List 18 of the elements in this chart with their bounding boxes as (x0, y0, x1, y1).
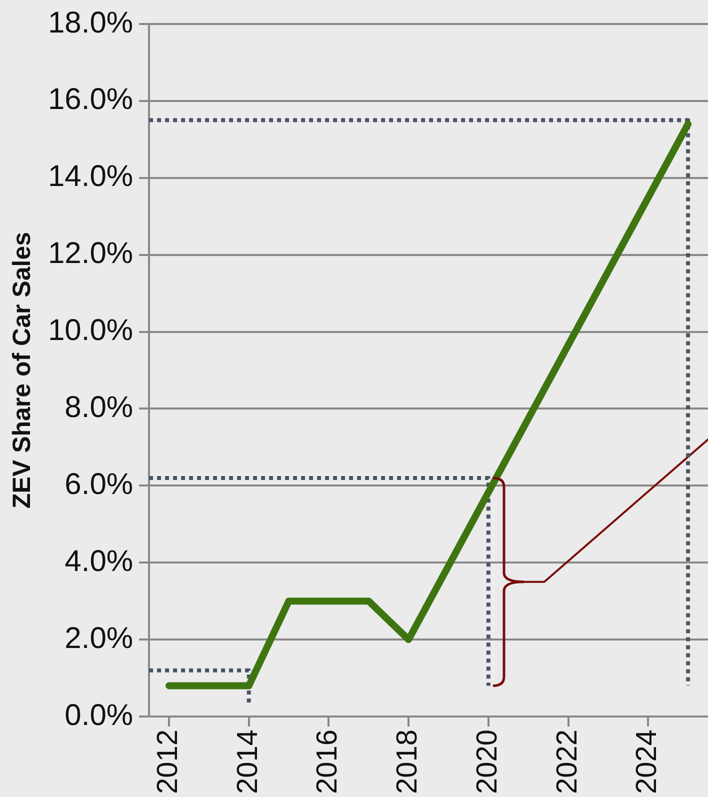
x-tick-label: 2016 (312, 729, 344, 794)
y-tick-label: 16.0% (48, 83, 134, 116)
y-tick-label: 8.0% (64, 390, 134, 424)
y-tick-label: 10.0% (48, 314, 134, 348)
x-tick-label: 2012 (152, 729, 184, 794)
x-tick-label: 2020 (471, 729, 504, 794)
y-axis-title: ZEV Share of Car Sales (8, 232, 36, 508)
y-tick-label: 14.0% (48, 160, 134, 194)
y-tick-label: 18.0% (48, 6, 134, 40)
x-tick-label: 2014 (232, 729, 264, 794)
x-tick-label: 2018 (392, 729, 424, 794)
y-tick-label: 12.0% (48, 237, 134, 270)
y-tick-label: 0.0% (64, 698, 134, 732)
y-tick-label: 2.0% (64, 622, 134, 655)
x-tick-label: 2022 (551, 729, 584, 794)
y-tick-label: 6.0% (64, 468, 134, 501)
x-tick-label: 2024 (631, 729, 664, 794)
y-tick-label: 4.0% (64, 544, 134, 578)
